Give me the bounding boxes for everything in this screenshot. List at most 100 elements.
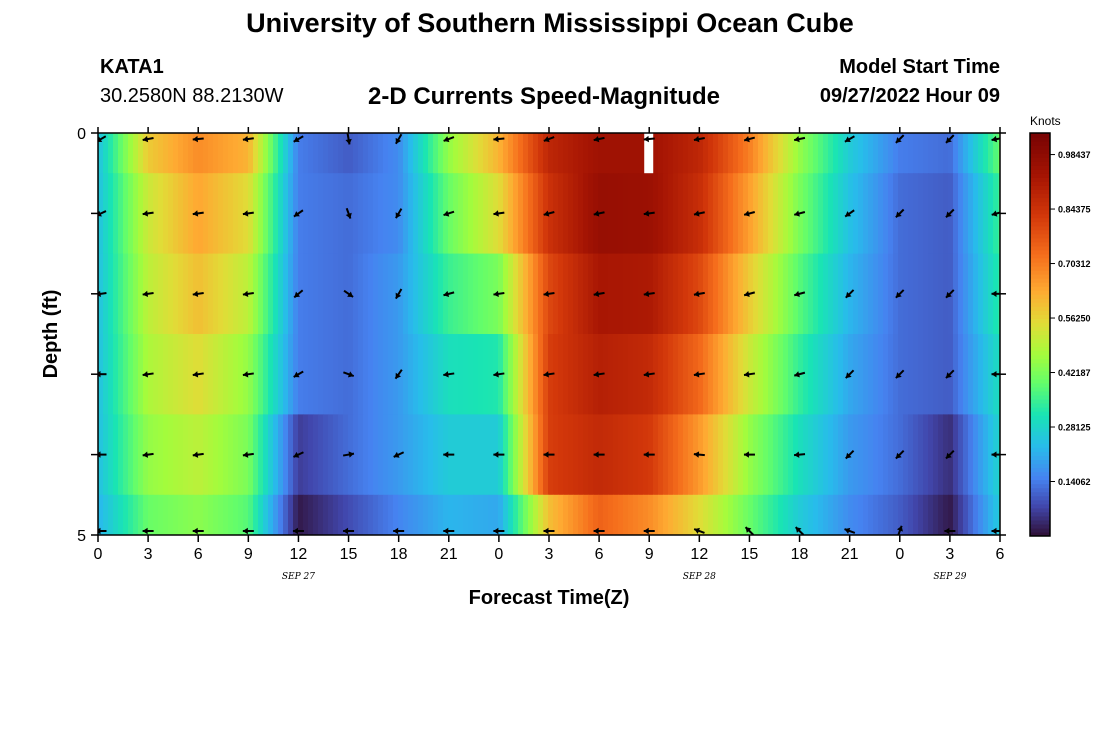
- arrow-head: [395, 137, 402, 144]
- heatmap-cell: [223, 133, 229, 174]
- heatmap-cell: [863, 173, 869, 255]
- heatmap-cell: [383, 133, 389, 174]
- heatmap-cell: [723, 173, 729, 255]
- heatmap-cell: [878, 334, 884, 415]
- heatmap-cell: [788, 253, 794, 335]
- colorbar-step: [1030, 386, 1050, 392]
- heatmap-cell: [863, 133, 869, 174]
- heatmap-cell: [298, 133, 304, 174]
- heatmap-cell: [378, 133, 384, 174]
- heatmap-cell: [443, 133, 449, 174]
- heatmap-cell: [393, 494, 399, 535]
- missing-data-cell: [644, 133, 654, 174]
- arrow-head: [745, 527, 752, 533]
- heatmap-cell: [733, 133, 739, 174]
- colorbar-step: [1030, 455, 1050, 461]
- heatmap-cell: [148, 494, 154, 535]
- colorbar-step: [1030, 435, 1050, 440]
- colorbar-step: [1030, 193, 1050, 199]
- colorbar: Knots 0.14062 0.28125 0.42187 0.56250 0.7031…: [1029, 114, 1091, 537]
- heatmap-cell: [633, 253, 639, 335]
- arrow-head: [794, 290, 800, 298]
- current-arrow: [895, 450, 905, 460]
- heatmap-cell: [213, 173, 219, 255]
- heatmap-cell: [463, 133, 469, 174]
- heatmap-cell: [228, 133, 234, 174]
- heatmap-cell: [488, 414, 494, 496]
- heatmap-cell: [658, 414, 664, 496]
- heatmap-cell: [368, 173, 374, 255]
- heatmap-cell: [893, 173, 899, 255]
- heatmap-cell: [488, 334, 494, 415]
- heatmap-cell: [893, 334, 899, 415]
- heatmap-cell: [783, 414, 789, 496]
- arrow-head: [543, 136, 550, 143]
- arrow-head: [443, 527, 449, 535]
- colorbar-step: [1030, 145, 1050, 150]
- heatmap-cell: [628, 494, 634, 535]
- heatmap-cell: [508, 334, 514, 415]
- heatmap-cell: [983, 173, 989, 255]
- heatmap-cell: [658, 173, 664, 255]
- arrow-head: [945, 211, 952, 218]
- heatmap-cell: [573, 253, 579, 335]
- heatmap-cell: [278, 494, 284, 535]
- arrow-head: [493, 371, 499, 378]
- heatmap-cell: [453, 494, 459, 535]
- heatmap-cell: [278, 334, 284, 415]
- heatmap-cell: [673, 334, 679, 415]
- heatmap-cell: [143, 494, 149, 535]
- colorbar-step: [1030, 475, 1050, 481]
- heatmap-cell: [923, 414, 929, 496]
- colorbar-step: [1030, 471, 1050, 477]
- heatmap-cell: [368, 133, 374, 174]
- current-arrow: [743, 210, 756, 217]
- heatmap-cell: [803, 133, 809, 174]
- heatmap-cell: [798, 133, 804, 174]
- heatmap-cell: [253, 334, 259, 415]
- heatmap-cell: [258, 133, 264, 174]
- heatmap-cell: [753, 173, 759, 255]
- chart-subtitle: 2-D Currents Speed-Magnitude: [368, 83, 721, 110]
- heatmap-cell: [438, 173, 444, 255]
- colorbar-step: [1030, 338, 1050, 344]
- heatmap-cell: [953, 494, 959, 535]
- heatmap-cell: [253, 414, 259, 496]
- current-arrow: [593, 290, 605, 298]
- heatmap-cell: [403, 133, 409, 174]
- heatmap-cell: [333, 414, 339, 496]
- heatmap-cell: [708, 334, 714, 415]
- heatmap-cell: [358, 253, 364, 335]
- heatmap-cell: [678, 414, 684, 496]
- y-axis-label: Depth (ft): [40, 290, 62, 379]
- heatmap-cell: [703, 334, 709, 415]
- arrow-head: [945, 452, 952, 459]
- current-arrow: [393, 451, 405, 458]
- heatmap-cell: [648, 494, 654, 535]
- arrow-head: [242, 135, 249, 143]
- current-arrow: [593, 451, 605, 458]
- heatmap-cell: [688, 253, 694, 335]
- heatmap-cell: [993, 133, 999, 174]
- arrow-head: [192, 290, 199, 298]
- heatmap-cell: [968, 414, 974, 496]
- current-arrow: [98, 210, 107, 217]
- colorbar-tick-label: 0.56250: [1058, 314, 1091, 324]
- date-label: SEP 27: [282, 572, 315, 582]
- heatmap-cell: [838, 334, 844, 415]
- heatmap-cell: [558, 494, 564, 535]
- current-arrow: [643, 135, 655, 143]
- heatmap-cell: [108, 414, 114, 496]
- heatmap-cell: [573, 133, 579, 174]
- colorbar-step: [1030, 141, 1050, 146]
- heatmap-cell: [303, 253, 309, 335]
- current-arrow: [293, 135, 304, 143]
- heatmap-cell: [868, 133, 874, 174]
- arrow-head: [347, 371, 354, 378]
- heatmap-cell: [718, 494, 724, 535]
- heatmap-cell: [138, 133, 144, 174]
- heatmap-cell: [498, 133, 504, 174]
- heatmap-cell: [483, 494, 489, 535]
- current-arrow: [142, 290, 154, 298]
- heatmap-cell: [873, 173, 879, 255]
